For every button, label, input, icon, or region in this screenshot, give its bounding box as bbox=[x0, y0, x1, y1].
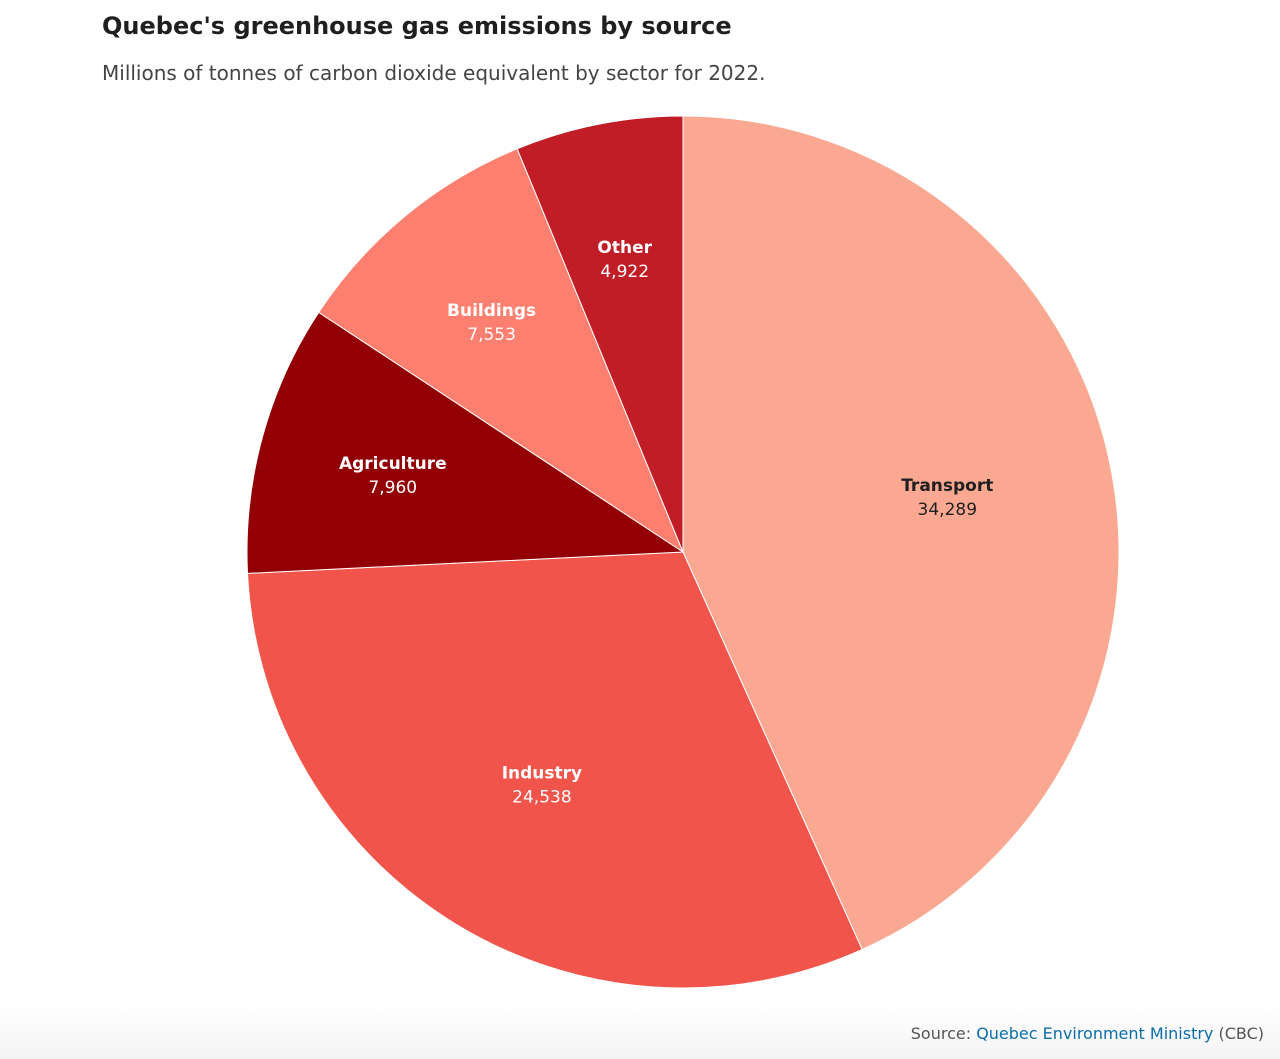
pie-slice-buildings[interactable] bbox=[318, 148, 685, 554]
slice-label-transport: Transport bbox=[901, 476, 993, 496]
pie-labels: Transport 34,289 Industry 24,538 Agriculture… bbox=[339, 238, 993, 808]
footer: Source: Quebec Environment Ministry (CBC… bbox=[0, 1001, 1280, 1059]
pie-slice-other[interactable] bbox=[516, 115, 684, 553]
source-note: Source: Quebec Environment Ministry (CBC… bbox=[911, 1024, 1264, 1043]
slice-label-industry: Industry bbox=[502, 764, 582, 784]
slice-value-buildings: 7,553 bbox=[467, 325, 516, 345]
source-prefix: Source: bbox=[910, 1024, 977, 1043]
slice-value-transport: 34,289 bbox=[918, 500, 977, 520]
slice-label-agriculture: Agriculture bbox=[339, 454, 447, 474]
pie-slice-agriculture[interactable] bbox=[246, 311, 685, 574]
slice-value-industry: 24,538 bbox=[512, 788, 571, 808]
slice-value-agriculture: 7,960 bbox=[368, 478, 417, 498]
pie-slices bbox=[246, 115, 1120, 989]
slice-label-other: Other bbox=[597, 238, 652, 258]
source-suffix: (CBC) bbox=[1213, 1024, 1264, 1043]
pie-chart: Transport 34,289 Industry 24,538 Agriculture… bbox=[246, 115, 1120, 989]
pie-slice-transport[interactable] bbox=[682, 115, 1120, 951]
pie-slice-industry[interactable] bbox=[247, 551, 863, 989]
chart-subtitle: Millions of tonnes of carbon dioxide equ… bbox=[102, 61, 766, 85]
chart-title: Quebec's greenhouse gas emissions by sou… bbox=[102, 12, 732, 40]
source-link[interactable]: Quebec Environment Ministry bbox=[976, 1024, 1214, 1043]
slice-value-other: 4,922 bbox=[600, 262, 649, 282]
slice-label-buildings: Buildings bbox=[447, 301, 536, 321]
